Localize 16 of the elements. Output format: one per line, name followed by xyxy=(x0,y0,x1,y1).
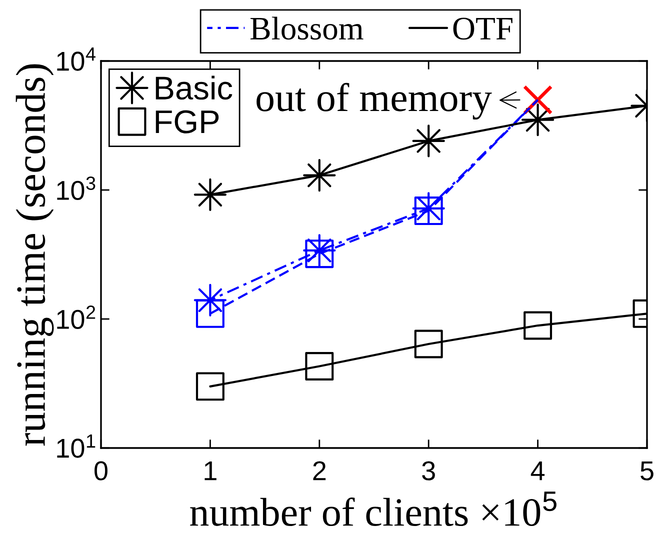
annotation: out of memory xyxy=(256,82,492,120)
y-tick-label: 10$^{4}$ xyxy=(57,48,96,71)
legend-label: Blossom xyxy=(250,16,364,40)
y-tick-label: 10$^{3}$ xyxy=(57,176,96,200)
y-tick-label: 10$^{2}$ xyxy=(57,306,96,330)
x-tick-label: 1 xyxy=(204,461,216,480)
y-axis-title: running time (seconds) xyxy=(16,64,54,446)
legend-label: OTF xyxy=(453,18,512,40)
x-axis-title: number of clients ×10$^{5}$ xyxy=(190,492,556,526)
legend-label: FGP xyxy=(156,110,219,134)
x-tick-label: 4 xyxy=(530,461,545,480)
x-tick-label: 5 xyxy=(640,461,654,480)
x-tick-label: 0 xyxy=(94,461,108,480)
x-tick-label: 2 xyxy=(313,461,326,480)
x-tick-label: 3 xyxy=(422,461,435,480)
y-tick-label: 10$^{1}$ xyxy=(57,434,96,458)
